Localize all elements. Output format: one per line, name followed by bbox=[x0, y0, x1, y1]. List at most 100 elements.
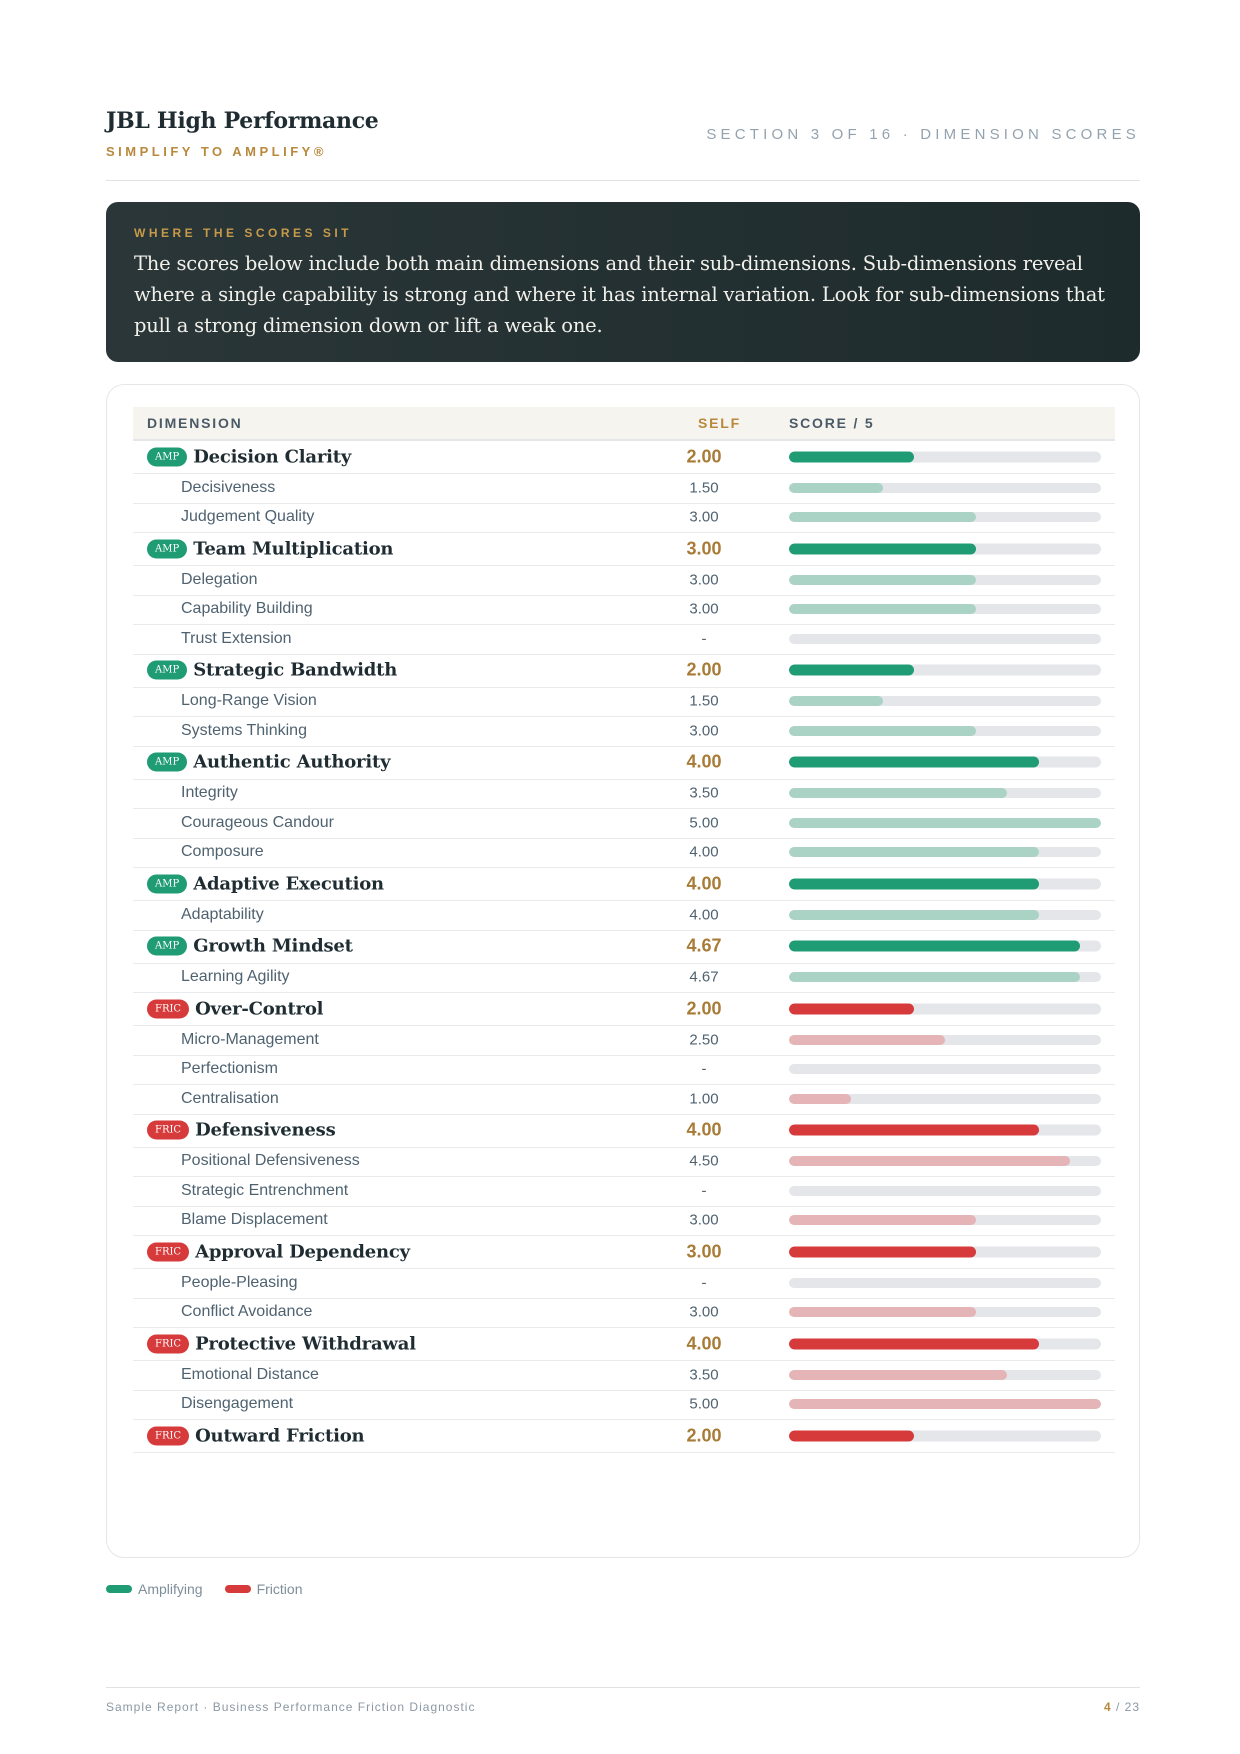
self-score-value: 1.00 bbox=[689, 1090, 719, 1108]
dimension-label: Over-Control bbox=[195, 998, 324, 1019]
dimension-row: AMP Decision Clarity 2.00 bbox=[133, 440, 1115, 474]
sub-dimension-row: Adaptability 4.00 bbox=[133, 900, 1115, 931]
self-score-value: 4.00 bbox=[686, 1119, 722, 1140]
score-bar-track bbox=[789, 817, 1101, 828]
dimension-label: Strategic Bandwidth bbox=[193, 659, 398, 681]
dimension-row: AMP Strategic Bandwidth 2.00 bbox=[133, 654, 1115, 688]
fric-badge: FRIC bbox=[147, 999, 190, 1018]
sub-dimension-row: Conflict Avoidance 3.00 bbox=[133, 1298, 1115, 1328]
dimension-name: FRIC Defensiveness bbox=[147, 1120, 336, 1141]
sub-dimension-label: Systems Thinking bbox=[181, 721, 307, 739]
amp-badge: AMP bbox=[147, 660, 188, 680]
page-header: JBL High Performance SIMPLIFY TO AMPLIFY… bbox=[106, 108, 1140, 181]
score-bar-track bbox=[789, 1338, 1101, 1349]
score-bar-track bbox=[789, 940, 1101, 952]
self-score-value: 3.00 bbox=[689, 571, 719, 589]
self-score-value: 4.00 bbox=[689, 843, 719, 861]
sub-dimension-row: Micro-Management 2.50 bbox=[133, 1025, 1115, 1056]
score-bar-track bbox=[789, 1034, 1101, 1045]
column-header-self: SELF bbox=[698, 415, 741, 431]
table-header: DIMENSION SELF SCORE / 5 bbox=[133, 407, 1115, 441]
sub-dimension-label: Capability Building bbox=[181, 600, 313, 618]
dimension-name: AMP Adaptive Execution bbox=[147, 873, 384, 894]
score-bar-track bbox=[789, 847, 1101, 858]
sub-dimension-row: Long-Range Vision 1.50 bbox=[133, 687, 1115, 717]
sub-dimension-row: People-Pleasing - bbox=[133, 1268, 1115, 1299]
score-bar-track bbox=[789, 451, 1101, 462]
self-score-value: - bbox=[701, 1274, 707, 1292]
sub-dimension-row: Judgement Quality 3.00 bbox=[133, 503, 1115, 533]
dimension-row: FRIC Protective Withdrawal 4.00 bbox=[133, 1327, 1115, 1361]
page-footer: Sample Report · Business Performance Fri… bbox=[106, 1687, 1140, 1714]
score-bar-track bbox=[789, 633, 1101, 644]
dimension-label: Protective Withdrawal bbox=[195, 1333, 416, 1354]
dimension-label: Outward Friction bbox=[195, 1425, 365, 1446]
page-current: 4 bbox=[1103, 1700, 1112, 1714]
score-bar-track bbox=[789, 574, 1101, 585]
amp-badge: AMP bbox=[147, 874, 188, 893]
score-bar-fill bbox=[789, 604, 977, 615]
fric-badge: FRIC bbox=[147, 1426, 190, 1445]
fric-badge: FRIC bbox=[147, 1120, 190, 1140]
self-score-value: 1.50 bbox=[689, 479, 719, 497]
sub-dimension-row: Perfectionism - bbox=[133, 1055, 1115, 1085]
sub-dimension-label: Learning Agility bbox=[181, 968, 290, 986]
legend-label-amplifying: Amplifying bbox=[138, 1581, 203, 1597]
amp-badge: AMP bbox=[147, 752, 188, 772]
page-number: 4 / 23 bbox=[1104, 1700, 1140, 1714]
dimension-name: AMP Authentic Authority bbox=[147, 751, 391, 773]
score-bar-fill bbox=[789, 847, 1039, 858]
score-bar-fill bbox=[789, 817, 1101, 828]
score-bar-fill bbox=[789, 972, 1081, 983]
dimension-name: AMP Growth Mindset bbox=[147, 936, 353, 957]
sub-dimension-label: Decisiveness bbox=[181, 478, 276, 496]
sub-dimension-label: People-Pleasing bbox=[181, 1273, 298, 1291]
dimension-row: AMP Team Multiplication 3.00 bbox=[133, 532, 1115, 566]
sub-dimension-row: Capability Building 3.00 bbox=[133, 595, 1115, 625]
score-bar-fill bbox=[789, 1307, 977, 1318]
dimension-name: FRIC Outward Friction bbox=[147, 1425, 365, 1446]
sub-dimension-label: Adaptability bbox=[181, 905, 264, 923]
fric-badge: FRIC bbox=[147, 1242, 190, 1261]
sub-dimension-row: Positional Defensiveness 4.50 bbox=[133, 1147, 1115, 1177]
self-score-value: 4.00 bbox=[689, 906, 719, 924]
score-bar-track bbox=[789, 1124, 1101, 1136]
self-score-value: 1.50 bbox=[689, 692, 719, 710]
score-bar-track bbox=[789, 604, 1101, 615]
sub-dimension-row: Blame Displacement 3.00 bbox=[133, 1206, 1115, 1236]
column-header-score: SCORE / 5 bbox=[789, 415, 875, 431]
score-bar-fill bbox=[789, 1430, 914, 1441]
score-bar-track bbox=[789, 1156, 1101, 1167]
dimension-row: FRIC Over-Control 2.00 bbox=[133, 992, 1115, 1026]
callout-box: WHERE THE SCORES SIT The scores below in… bbox=[106, 202, 1140, 362]
score-bar-fill bbox=[789, 909, 1039, 920]
sub-dimension-label: Micro-Management bbox=[181, 1030, 319, 1048]
sub-dimension-label: Judgement Quality bbox=[181, 508, 315, 526]
sub-dimension-row: Systems Thinking 3.00 bbox=[133, 716, 1115, 747]
score-bar-track bbox=[789, 725, 1101, 736]
amp-badge: AMP bbox=[147, 936, 188, 956]
sub-dimension-row: Learning Agility 4.67 bbox=[133, 963, 1115, 993]
score-bar-track bbox=[789, 878, 1101, 889]
self-score-value: 4.50 bbox=[689, 1152, 719, 1170]
score-bar-fill bbox=[789, 1034, 945, 1045]
self-score-value: 3.00 bbox=[689, 1303, 719, 1321]
sub-dimension-row: Decisiveness 1.50 bbox=[133, 473, 1115, 504]
scores-table-card: DIMENSION SELF SCORE / 5 AMP Decision Cla… bbox=[106, 384, 1140, 1558]
score-bar-track bbox=[789, 756, 1101, 768]
self-score-value: 2.00 bbox=[686, 998, 722, 1018]
score-bar-fill bbox=[789, 512, 977, 523]
score-bar-track bbox=[789, 1430, 1101, 1441]
score-bar-fill bbox=[789, 1338, 1039, 1349]
self-score-value: 4.00 bbox=[686, 1333, 722, 1353]
brand-title: JBL High Performance bbox=[106, 108, 379, 134]
dimension-row: AMP Adaptive Execution 4.00 bbox=[133, 867, 1115, 901]
sub-dimension-label: Courageous Candour bbox=[181, 813, 334, 831]
dimension-label: Adaptive Execution bbox=[193, 873, 384, 894]
sub-dimension-label: Conflict Avoidance bbox=[181, 1303, 313, 1321]
dimension-label: Authentic Authority bbox=[193, 751, 391, 773]
dimension-name: FRIC Approval Dependency bbox=[147, 1241, 410, 1262]
score-bar-fill bbox=[789, 1399, 1101, 1410]
section-label: SECTION 3 OF 16 · DIMENSION SCORES bbox=[706, 126, 1140, 143]
score-bar-fill bbox=[789, 788, 1008, 799]
